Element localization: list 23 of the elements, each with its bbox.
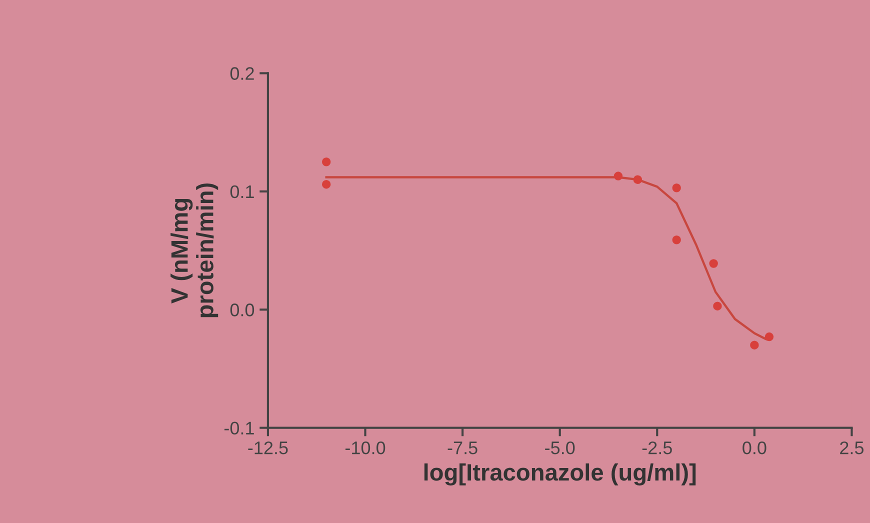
point (750, 340, 759, 350)
point (322, 158, 331, 166)
point (713, 302, 722, 310)
x-tick-label: -10.0 (345, 441, 386, 454)
point (672, 184, 681, 192)
point (614, 172, 623, 180)
x-tick-label: -12.5 (248, 441, 288, 454)
y-tick-label: 0.0 (230, 304, 254, 316)
x-tick-label: 2.5 (840, 441, 864, 454)
point (764, 332, 774, 342)
y-axis-title: V (nM/mg protein/min) (170, 183, 218, 318)
x-tick-label: -7.5 (448, 442, 478, 454)
y-tick-label: 0.1 (230, 185, 254, 198)
point (672, 236, 681, 244)
y-tick-label: -0.1 (224, 422, 254, 435)
x-tick-label: 0.0 (742, 441, 766, 454)
y-tick-label: 0.2 (230, 67, 254, 80)
x-tick-label: -5.0 (545, 441, 575, 454)
point (322, 180, 331, 189)
point (709, 259, 718, 268)
point (633, 175, 642, 184)
x-tick-label: -2.5 (642, 441, 672, 454)
x-axis-title: log[Itraconazole (ug/ml)] (424, 463, 696, 486)
